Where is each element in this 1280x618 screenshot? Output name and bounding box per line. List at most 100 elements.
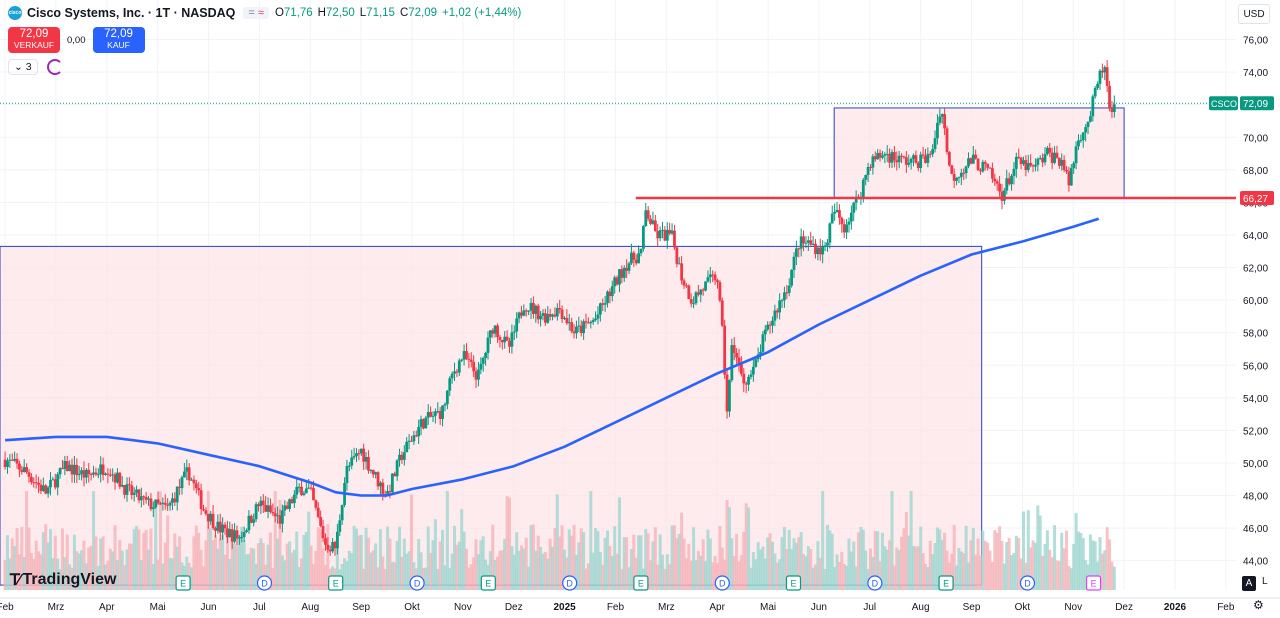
- candle-body-446: [1069, 168, 1073, 186]
- volume-bar-134: [323, 564, 327, 590]
- volume-bar-455: [1091, 540, 1095, 590]
- dividend-marker-9[interactable]: [867, 575, 883, 591]
- earnings-marker-4[interactable]: [480, 575, 496, 591]
- candle-body-49: [120, 485, 124, 487]
- candle-body-348: [835, 210, 839, 213]
- volume-bar-360: [864, 550, 868, 590]
- earnings-marker-10[interactable]: [938, 575, 954, 591]
- dividend-marker-11[interactable]: [1019, 575, 1036, 591]
- candle-body-239: [575, 326, 578, 334]
- candle-body-161: [388, 491, 392, 493]
- volume-bar-394: [945, 550, 949, 590]
- volume-bar-440: [1055, 560, 1059, 590]
- sell-button[interactable]: 72,09 VERKAUF: [8, 27, 60, 53]
- candle-body-459: [1100, 70, 1104, 73]
- volume-bar-435: [1043, 543, 1047, 590]
- earnings-marker-2[interactable]: [328, 575, 344, 591]
- candle-body-353: [847, 221, 851, 225]
- candle-body-409: [981, 161, 985, 172]
- moving-average-line[interactable]: [5, 217, 1100, 497]
- candle-body-338: [811, 243, 815, 245]
- volume-bar-146: [352, 525, 356, 590]
- volume-bar-233: [560, 525, 564, 590]
- volume-bar-10: [27, 527, 31, 590]
- candle-body-135: [326, 544, 330, 550]
- volume-bar-344: [825, 524, 829, 590]
- volume-bar-418: [1002, 563, 1006, 590]
- candle-body-86: [209, 513, 213, 522]
- candle-body-129: [312, 487, 315, 501]
- buy-button[interactable]: 72,09 KAUF: [92, 27, 145, 53]
- volume-bar-389: [933, 543, 937, 590]
- dividend-marker-5[interactable]: [562, 575, 578, 591]
- candle-body-332: [797, 248, 801, 250]
- candle-body-183: [441, 405, 444, 419]
- volume-bar-145: [350, 553, 354, 590]
- dividend-marker-1[interactable]: [256, 575, 273, 591]
- candle-body-422: [1012, 168, 1016, 176]
- volume-bar-242: [582, 532, 586, 590]
- refresh-icon[interactable]: [46, 59, 63, 75]
- buy-price: 72,09: [104, 28, 133, 40]
- candle-body-247: [594, 318, 597, 321]
- gear-icon[interactable]: ⚙: [1253, 598, 1264, 612]
- candle-body-91: [221, 524, 225, 533]
- auto-scale-button[interactable]: A: [1242, 576, 1256, 591]
- volume-bar-165: [398, 526, 402, 590]
- candle-body-187: [450, 373, 454, 379]
- earnings-marker-0[interactable]: [175, 575, 191, 591]
- volume-bar-189: [455, 544, 459, 590]
- volume-bar-350: [840, 552, 844, 590]
- symbol-title[interactable]: Cisco Systems, Inc. · 1T · NASDAQ: [27, 6, 236, 20]
- volume-bar-60: [147, 549, 151, 590]
- earnings-marker-12[interactable]: [1085, 575, 1102, 591]
- tradingview-logo[interactable]: ꓔ⁄ TradingView: [10, 570, 116, 590]
- volume-bar-441: [1057, 561, 1061, 590]
- dividend-marker-3[interactable]: [409, 575, 425, 591]
- candle-body-256: [615, 277, 619, 285]
- candle-body-336: [806, 240, 810, 243]
- volume-bar-32: [80, 550, 84, 590]
- candle-body-275: [661, 229, 664, 231]
- candle-body-156: [376, 472, 380, 487]
- volume-bar-295: [708, 538, 712, 590]
- earnings-marker-8[interactable]: [785, 575, 802, 591]
- candle-body-313: [751, 366, 755, 375]
- volume-bar-102: [247, 553, 251, 590]
- log-scale-button[interactable]: L: [1262, 576, 1268, 587]
- volume-bar-300: [720, 547, 724, 590]
- candle-body-93: [226, 528, 229, 538]
- dividend-marker-7[interactable]: [714, 575, 730, 591]
- session-badge[interactable]: = ≈: [243, 7, 269, 19]
- candle-body-308: [739, 364, 743, 374]
- candle-body-245: [589, 321, 593, 324]
- volume-bar-446: [1069, 568, 1073, 590]
- y-tick-label-7: 58,00: [1243, 329, 1268, 340]
- volume-bar-387: [928, 540, 932, 590]
- candle-body-23: [58, 468, 62, 475]
- volume-bar-416: [998, 526, 1002, 590]
- currency-selector[interactable]: USD: [1238, 4, 1270, 24]
- volume-bar-8: [22, 556, 26, 590]
- earnings-marker-6[interactable]: [633, 575, 649, 591]
- range-box-0[interactable]: [0, 245, 983, 586]
- volume-bar-271: [651, 541, 655, 590]
- volume-bar-62: [151, 564, 155, 590]
- candle-body-259: [622, 267, 626, 278]
- volume-bar-421: [1010, 555, 1014, 590]
- candle-body-326: [783, 292, 786, 301]
- volume-bar-409: [981, 530, 985, 590]
- candle-body-252: [606, 291, 609, 304]
- volume-bar-279: [670, 525, 674, 590]
- volume-bar-351: [842, 563, 846, 590]
- volume-bar-223: [536, 535, 540, 590]
- indicator-toggle[interactable]: ⌄ 3: [8, 59, 38, 75]
- volume-bar-257: [617, 497, 621, 590]
- candle-body-14: [37, 482, 40, 485]
- candle-body-37: [92, 472, 95, 475]
- volume-bar-99: [240, 526, 244, 590]
- candle-body-79: [192, 479, 196, 484]
- volume-bar-253: [608, 546, 612, 590]
- candle-body-264: [634, 259, 638, 264]
